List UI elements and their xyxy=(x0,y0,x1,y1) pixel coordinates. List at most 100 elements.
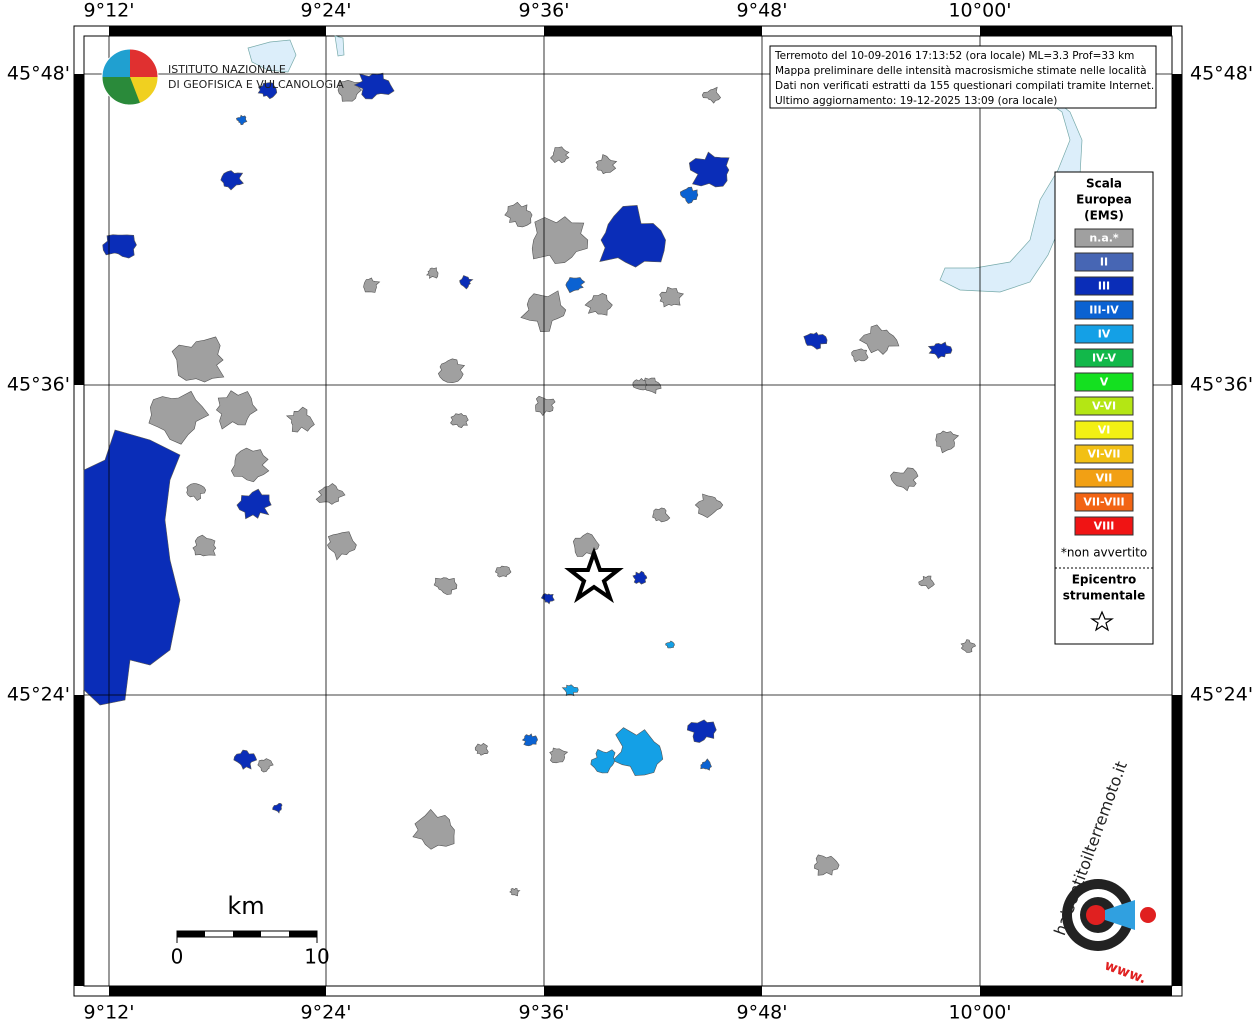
legend-label: VIII xyxy=(1094,520,1115,533)
municipality xyxy=(550,146,570,164)
legend-swatch xyxy=(1074,396,1134,416)
legend-label: VI xyxy=(1098,424,1111,437)
legend-swatch xyxy=(1074,300,1134,320)
municipality xyxy=(230,447,270,483)
border-tick xyxy=(74,695,84,986)
legend-label: II xyxy=(1100,256,1108,269)
map-frame xyxy=(73,25,1183,997)
municipality xyxy=(686,719,717,743)
municipality xyxy=(521,733,538,747)
municipality xyxy=(425,267,439,279)
municipality xyxy=(659,286,684,308)
municipality xyxy=(565,277,586,294)
municipality xyxy=(102,234,137,259)
municipality xyxy=(257,758,274,773)
municipality xyxy=(540,593,555,605)
longitude-label: 10°00' xyxy=(948,0,1011,22)
border-tick xyxy=(544,986,762,996)
municipality xyxy=(327,531,357,561)
longitude-label: 9°48' xyxy=(737,0,788,22)
longitude-label: 9°36' xyxy=(519,0,570,22)
municipality xyxy=(474,743,489,756)
ingv-name: DI GEOFISICA E VULCANOLOGIA xyxy=(168,78,344,91)
municipality xyxy=(679,186,699,204)
legend-swatch xyxy=(1074,372,1134,392)
municipality xyxy=(83,429,181,706)
municipality xyxy=(652,507,671,523)
municipality xyxy=(918,575,935,590)
municipality xyxy=(353,72,395,100)
municipality xyxy=(236,114,248,126)
municipality xyxy=(285,406,315,433)
municipality xyxy=(148,390,210,445)
longitude-label: 9°36' xyxy=(519,1002,570,1024)
border-tick xyxy=(980,26,1172,36)
municipality xyxy=(561,684,579,697)
municipality xyxy=(520,290,567,333)
longitude-label: 9°48' xyxy=(737,1002,788,1024)
border-tick xyxy=(1172,695,1182,986)
longitude-label: 9°24' xyxy=(301,1002,352,1024)
longitude-label: 9°12' xyxy=(84,1002,135,1024)
border-tick xyxy=(980,986,1172,996)
epicenter-symbol xyxy=(1090,610,1114,632)
municipality xyxy=(935,430,960,454)
latitude-label: 45°48' xyxy=(1190,63,1253,85)
legend-swatch xyxy=(1074,420,1134,440)
legend-swatch xyxy=(1074,324,1134,344)
municipality xyxy=(412,808,455,850)
legend-label: VII xyxy=(1096,472,1113,485)
latitude-label: 45°24' xyxy=(7,684,70,706)
municipality xyxy=(612,727,664,776)
municipality xyxy=(236,488,272,520)
legend-note: *non avvertito xyxy=(1061,546,1147,560)
legend-label: IV xyxy=(1098,328,1111,341)
municipality xyxy=(433,577,458,595)
latitude-label: 45°24' xyxy=(1190,684,1253,706)
municipality xyxy=(927,341,953,359)
legend-swatch xyxy=(1074,492,1134,512)
municipality xyxy=(220,170,244,191)
border-tick xyxy=(1172,74,1182,385)
municipality xyxy=(700,758,712,771)
legend-label: IV-V xyxy=(1092,352,1117,365)
municipality xyxy=(859,324,900,355)
municipality xyxy=(632,570,648,585)
municipality xyxy=(590,749,616,774)
municipality xyxy=(890,467,919,492)
legend-swatch xyxy=(1074,228,1134,248)
legend-swatch xyxy=(1074,348,1134,368)
municipality xyxy=(509,887,521,897)
border-tick xyxy=(74,74,84,385)
epicenter-star xyxy=(564,546,624,604)
municipality xyxy=(257,82,278,100)
scale-tick: 0 xyxy=(171,945,184,969)
latitude-label: 45°36' xyxy=(7,374,70,396)
legend-label: n.a.* xyxy=(1089,232,1119,245)
municipality xyxy=(665,640,675,649)
coordinate-labels: 9°12' 9°12' 9°24' 9°24' 9°36' 9°36' 9°48' 9°48'… xyxy=(7,0,1253,1024)
municipality xyxy=(960,639,977,653)
municipality xyxy=(595,154,618,175)
municipalities xyxy=(83,72,977,897)
legend-title: Scala xyxy=(1086,177,1122,191)
scale-title: km xyxy=(227,892,264,920)
border-tick xyxy=(109,986,326,996)
municipality xyxy=(572,532,600,557)
info-line: Terremoto del 10-09-2016 17:13:52 (ora l… xyxy=(774,50,1134,62)
municipality xyxy=(171,336,225,383)
municipality xyxy=(694,493,724,519)
legend-title: Europea xyxy=(1076,193,1132,207)
municipality xyxy=(192,534,217,557)
legend-swatch xyxy=(1074,468,1134,488)
municipality xyxy=(814,854,840,876)
municipality xyxy=(531,216,589,264)
epicenter-label: strumentale xyxy=(1063,589,1146,603)
legend-label: VII-VIII xyxy=(1083,496,1124,509)
info-line: Dati non verificati estratti da 155 ques… xyxy=(775,80,1154,92)
municipality xyxy=(459,275,474,290)
latitude-label: 45°48' xyxy=(7,63,70,85)
municipality xyxy=(851,348,869,363)
municipality xyxy=(315,483,346,505)
info-line: Mappa preliminare delle intensità macros… xyxy=(775,65,1147,77)
